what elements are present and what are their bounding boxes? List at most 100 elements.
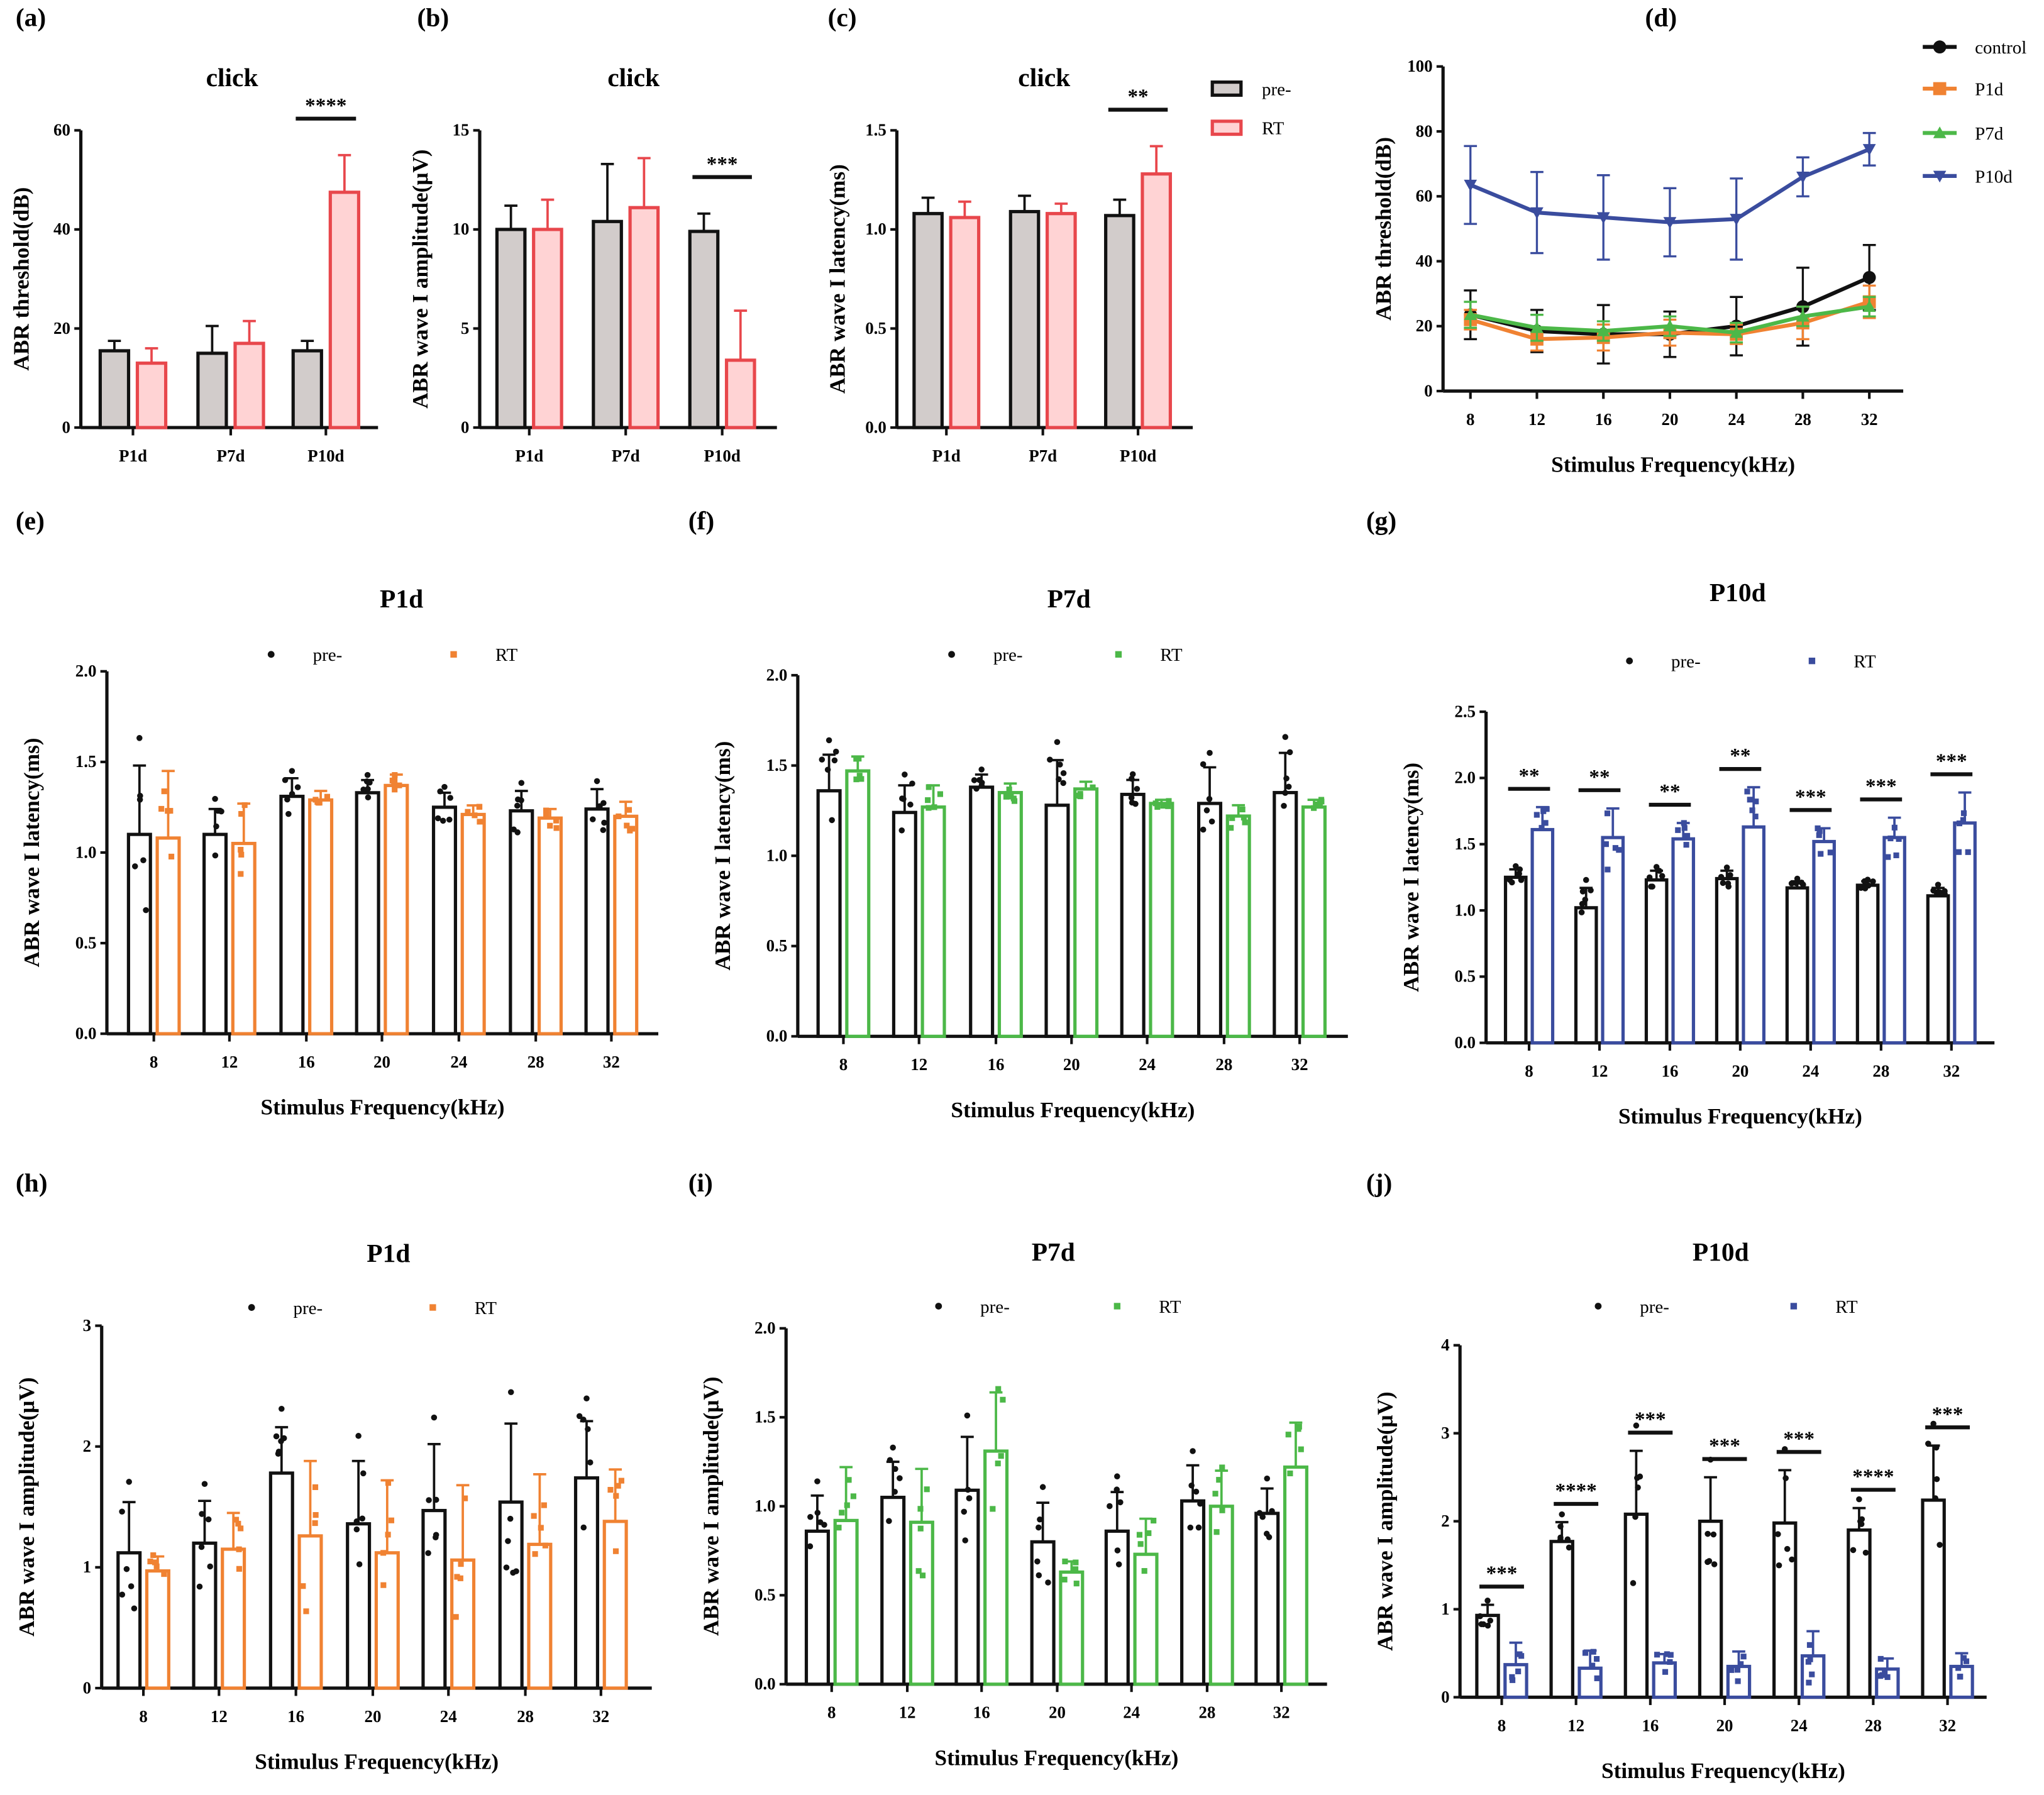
bar [920,805,946,1038]
data-point [238,810,245,817]
data-point [1011,798,1018,804]
x-tick-label: P1d [119,446,147,465]
data-point [472,812,478,819]
series-P7d [1464,295,1876,344]
data-point [1090,784,1096,790]
data-point [513,1568,519,1574]
data-point [465,809,471,815]
data-point [1805,1659,1811,1665]
data-point [817,1519,824,1525]
data-point [1117,1499,1124,1506]
data-point [1318,797,1325,803]
y-tick-label: 2 [83,1437,91,1455]
data-point [236,1546,242,1552]
data-point [1313,801,1319,808]
data-point [1800,881,1806,888]
data-point [1793,880,1799,886]
x-tick-label: P10d [1120,446,1156,465]
y-tick-label: 40 [53,219,70,238]
y-tick-label: 20 [53,319,70,338]
bar [983,1449,1009,1686]
data-point [1710,1531,1717,1538]
x-tick-label: 16 [988,1055,1005,1074]
data-point [1287,1470,1293,1477]
legend-square [1808,658,1816,665]
bar [1208,1505,1234,1686]
data-point [1197,1500,1203,1507]
data-point [364,771,371,778]
y-tick-label: 4 [1441,1335,1449,1354]
data-point [1113,1486,1120,1493]
x-tick-label: 8 [1466,410,1474,429]
chart-title: P10d [1693,1237,1749,1266]
x-tick-label: 28 [1794,410,1811,429]
bar-group-pre- [969,766,995,1038]
panel-a: (a) click 0 20 40 60 P1d P7d P10d ABR threshold(d… [9,3,378,465]
data-point [1963,1658,1970,1664]
bar-group-RT [1530,805,1555,1045]
data-point [1864,876,1871,883]
bar-group-RT [297,1459,323,1690]
bar [997,791,1023,1038]
significance-stars: ** [1518,764,1539,787]
x-axis-label: Stimulus Frequency(kHz) [951,1098,1195,1122]
data-point [1896,836,1902,842]
chart-title: P1d [380,584,423,613]
data-point [236,1566,243,1572]
bar-group-pre- [1623,1422,1649,1699]
data-point [1219,1507,1225,1513]
data-point [1594,1675,1600,1681]
legend-label: pre- [313,645,343,665]
data-point [201,1481,208,1488]
bar [532,228,563,429]
y-tick-label: 1 [1441,1599,1449,1618]
data-point [1594,1656,1600,1662]
data-point [199,1511,205,1517]
x-tick-label: 28 [1865,1716,1882,1735]
bar-group-pre- [116,1479,142,1690]
bar-group-pre- [1475,1598,1500,1699]
bar-group-pre- [1715,864,1739,1045]
bar [1180,1499,1206,1686]
legend-swatch [1210,119,1243,136]
panel-label: (j) [1366,1168,1392,1198]
y-axis-label: ABR wave I latency(ms) [826,164,850,394]
data-point [1518,876,1525,883]
data-point [152,1559,158,1566]
bar-group-pre- [912,196,944,429]
chart-title: P10d [1710,578,1766,607]
data-point [385,1480,392,1486]
data-point [1060,770,1067,776]
data-point [1213,1529,1220,1535]
data-point [1282,734,1289,740]
data-point [1723,864,1730,871]
x-tick-label: 20 [365,1707,382,1726]
x-tick-label: 16 [1595,410,1612,429]
bar [1133,1552,1159,1686]
data-point [126,1479,132,1485]
data-point [1806,1679,1812,1686]
bar-group-pre- [192,1481,218,1690]
data-point [312,1520,318,1527]
data-point [1154,804,1161,810]
legend-dot [948,651,955,658]
data-point [136,735,143,741]
data-point [285,810,292,817]
data-point [1633,1422,1640,1429]
data-point [503,1564,510,1571]
x-tick-label: 8 [839,1055,848,1074]
x-tick-label: 24 [440,1707,457,1726]
marker-triangle-up [1530,321,1544,333]
bar [291,349,323,429]
data-point [553,817,560,824]
x-tick-label: P10d [704,446,740,465]
data-point [1146,1530,1152,1537]
y-tick-label: 1.5 [1454,834,1476,853]
data-point [365,794,372,801]
legend-label: control [1975,38,2026,58]
bar [460,812,486,1036]
data-point [457,1575,463,1581]
data-point [607,1487,614,1493]
data-point [1047,756,1053,763]
bar-group-RT [1875,1655,1900,1699]
